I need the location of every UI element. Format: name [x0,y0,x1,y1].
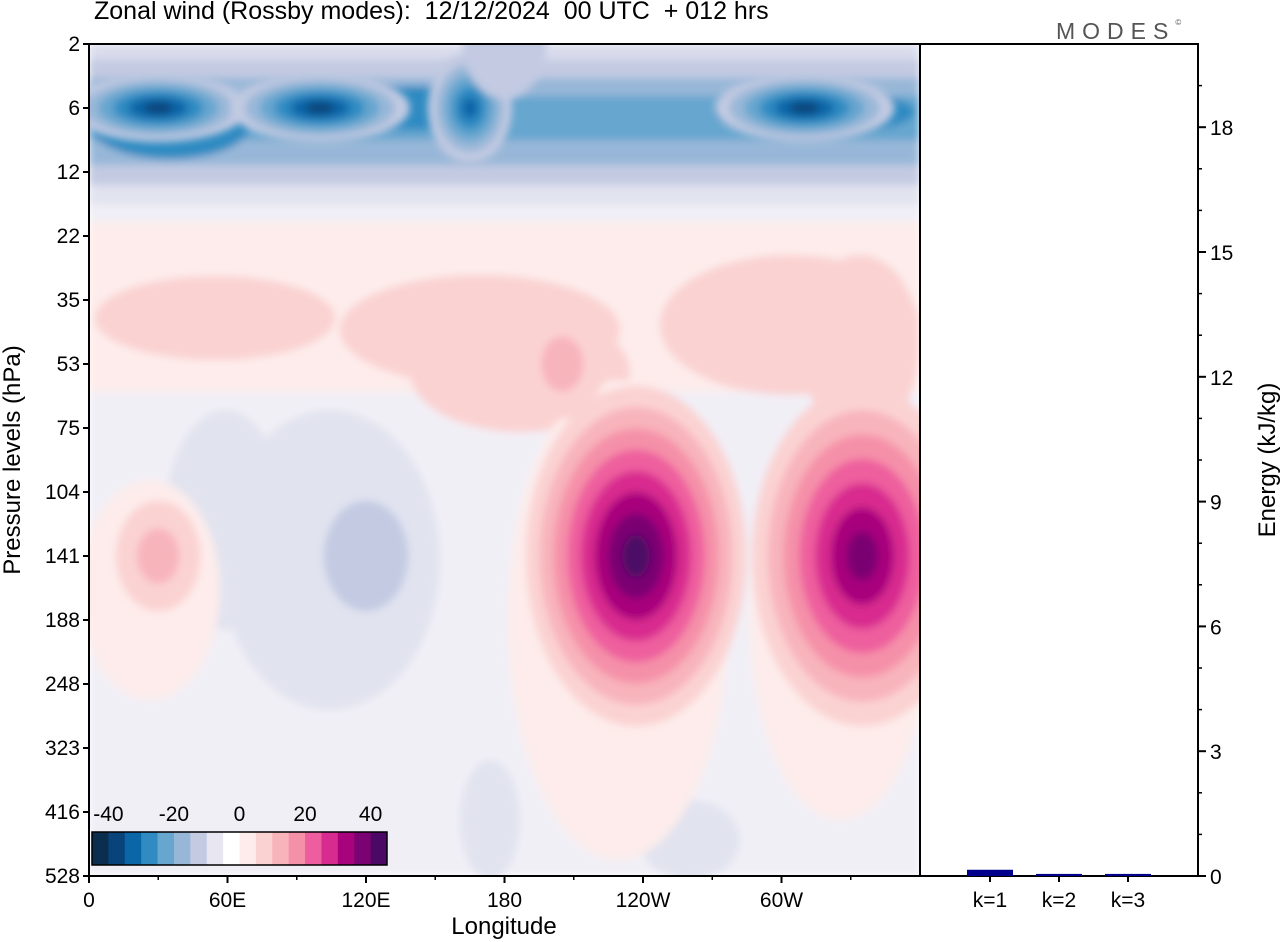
colorbar-swatch [141,832,159,865]
energy-tick-label: 9 [1210,492,1222,515]
colorbar-swatch [92,832,109,865]
x-tick-label: 180 [487,889,522,912]
wind-core-5 [324,501,408,611]
energy-axis-title: Energy (kJ/kg) [1254,383,1280,538]
wind-core-6 [116,501,201,611]
x-axis-title: Longitude [451,913,556,940]
colorbar-swatch [157,832,175,865]
y-axis-title: Pressure levels (hPa) [0,345,26,574]
colorbar-swatch [321,832,339,865]
brand-logo: MODES© [1056,18,1181,45]
energy-tick-label: 18 [1210,117,1233,140]
brand-text: MODES [1056,18,1176,44]
y-tick-label: 35 [57,289,80,312]
energy-tick-label: 0 [1210,866,1222,889]
energy-axis: 0 3 6 9 12 15 18 [1198,84,1233,889]
colorbar-label: 40 [359,803,382,826]
colorbar-swatch [190,832,208,865]
colorbar-swatch [206,832,224,865]
y-tick-label: 188 [45,609,80,632]
colorbar-swatch [124,832,142,865]
y-tick-label: 323 [45,737,80,760]
pressure-axis: 2 6 12 22 35 53 75 104 141 188 248 323 416 528 [45,33,89,888]
colorbar-label: -20 [159,803,189,826]
y-tick-label: 53 [57,353,80,376]
energy-bar-k=1 [967,869,1013,876]
x-tick-label: 120W [616,889,671,912]
colorbar-swatch [272,832,290,865]
y-tick-label: 22 [57,225,80,248]
x-tick-label: 60W [760,889,803,912]
colorbar-frame [91,831,388,866]
colorbar-label: -40 [93,803,123,826]
colorbar-label: 20 [293,803,316,826]
colorbar: -40 -20 0 20 40 [91,803,388,866]
x-tick-label: 60E [209,889,246,912]
colorbar-swatch [354,832,372,865]
y-tick-label: 141 [45,545,80,568]
x-tick-label: 0 [83,889,95,912]
y-tick-label: 75 [57,417,80,440]
longitude-axis: 0 60E 120E 180 120W 60W [83,876,852,912]
wind-core-7 [520,309,605,419]
wind-core-8 [526,386,747,726]
colorbar-swatch [305,832,322,865]
colorbar-swatch [239,832,257,865]
y-tick-label: 2 [68,33,80,56]
colorbar-swatch [370,832,388,865]
y-tick-label: 248 [45,673,80,696]
energy-bar-k=3 [1105,873,1151,876]
energy-panel-frame [919,43,1199,877]
colorbar-label: 0 [234,803,246,826]
wind-core-4 [462,44,547,99]
y-tick-label: 528 [45,865,80,888]
colorbar-swatch [108,832,126,865]
colorbar-swatch [255,832,273,865]
wind-core-1 [229,74,410,142]
energy-category-label: k=1 [973,889,1007,912]
y-tick-label: 104 [45,481,80,504]
brand-mark: © [1175,18,1182,27]
colorbar-swatch [288,832,306,865]
wind-core-9 [752,386,920,726]
energy-tick-label: 6 [1210,616,1222,639]
colorbar-swatch [173,832,191,865]
colorbar-swatch [223,832,240,865]
heatmap-field [89,44,920,876]
colorbar-swatch [337,832,355,865]
energy-bars: k=1 k=2 k=3 [967,869,1151,912]
energy-category-label: k=3 [1111,889,1145,912]
wind-core-0 [89,74,249,142]
energy-tick-label: 3 [1210,741,1222,764]
y-tick-label: 416 [45,801,80,824]
y-tick-label: 6 [68,97,80,120]
energy-tick-label: 15 [1210,242,1233,265]
chart-title: Zonal wind (Rossby modes): 12/12/2024 00… [94,0,769,25]
energy-category-label: k=2 [1042,889,1076,912]
y-tick-label: 12 [57,161,80,184]
wind-core-3 [714,74,895,142]
x-tick-label: 120E [341,889,390,912]
energy-bar-k=2 [1036,873,1082,876]
energy-tick-label: 12 [1210,367,1233,390]
